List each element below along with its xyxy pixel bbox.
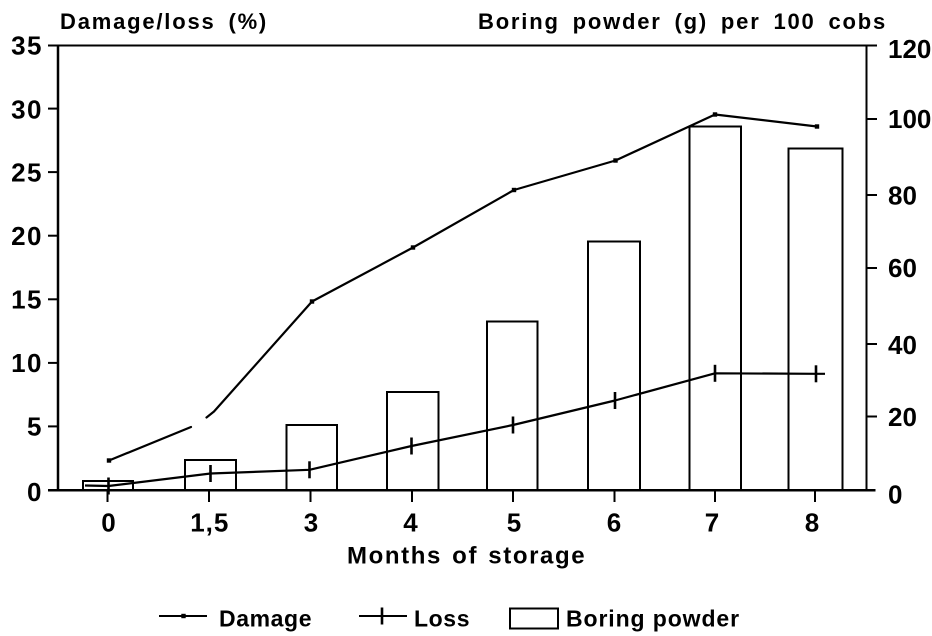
svg-text:35: 35 [11, 31, 43, 61]
svg-text:40: 40 [888, 330, 917, 360]
svg-text:5: 5 [27, 412, 43, 442]
svg-text:20: 20 [11, 221, 43, 251]
svg-text:0: 0 [888, 480, 902, 510]
svg-text:5: 5 [507, 508, 522, 538]
svg-text:100: 100 [888, 104, 931, 134]
svg-text:0: 0 [101, 508, 116, 538]
svg-text:Boring powder (g) per 100 cobs: Boring powder (g) per 100 cobs [478, 9, 887, 34]
svg-text:20: 20 [888, 402, 917, 432]
svg-text:6: 6 [607, 508, 622, 538]
svg-text:Loss: Loss [414, 606, 470, 632]
svg-text:1,5: 1,5 [190, 508, 229, 538]
svg-text:4: 4 [403, 508, 418, 538]
svg-text:3: 3 [304, 508, 319, 538]
svg-text:15: 15 [11, 285, 43, 315]
svg-text:Damage: Damage [219, 606, 312, 632]
svg-text:10: 10 [11, 348, 43, 378]
svg-text:30: 30 [11, 95, 43, 125]
svg-text:60: 60 [888, 253, 917, 283]
svg-text:7: 7 [705, 508, 720, 538]
svg-text:0: 0 [27, 477, 43, 507]
svg-text:80: 80 [888, 181, 917, 211]
svg-text:Months of storage: Months of storage [347, 543, 586, 570]
svg-text:Boring powder: Boring powder [566, 606, 740, 632]
svg-text:120: 120 [888, 34, 931, 64]
svg-text:8: 8 [805, 508, 820, 538]
svg-text:Damage/loss (%): Damage/loss (%) [60, 9, 268, 34]
svg-text:25: 25 [11, 158, 43, 188]
